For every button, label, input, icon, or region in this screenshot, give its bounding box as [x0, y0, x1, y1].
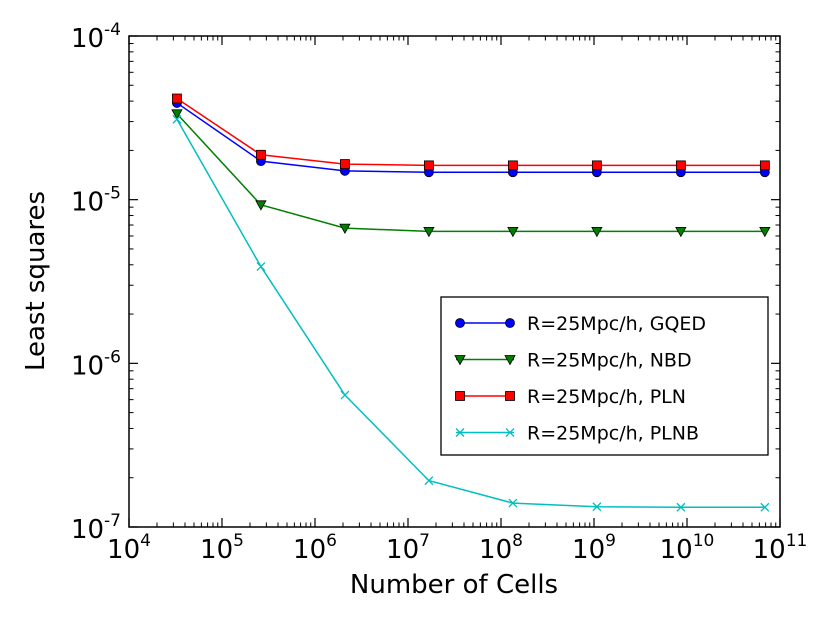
x-tick-exponent: 6 [326, 531, 337, 551]
x-tick-exponent: 5 [233, 531, 244, 551]
x-tick-base: 10 [753, 535, 786, 565]
x-tick-label: 1011 [753, 531, 808, 565]
x-tick-exponent: 9 [605, 531, 616, 551]
legend-marker [454, 355, 466, 366]
y-tick-label: 10-6 [71, 347, 121, 381]
x-tick-base: 10 [572, 535, 605, 565]
series-layer [171, 93, 771, 512]
x-tick-exponent: 10 [693, 531, 715, 551]
x-tick-base: 10 [293, 535, 326, 565]
data-point [255, 200, 267, 211]
data-point [591, 226, 603, 238]
legend-marker [505, 318, 515, 328]
series-3 [172, 114, 770, 512]
x-tick-exponent: 7 [419, 531, 430, 551]
series-2 [172, 93, 770, 171]
data-point [676, 502, 686, 512]
data-point [171, 109, 183, 120]
x-tick-label: 106 [293, 531, 337, 565]
y-tick-base: 10 [71, 188, 104, 218]
legend-marker [455, 318, 465, 328]
x-tick-label: 1010 [660, 531, 715, 565]
series-line [176, 97, 765, 167]
data-point [675, 160, 686, 171]
data-point [592, 502, 602, 512]
x-tick-base: 10 [200, 535, 233, 565]
series-line [176, 113, 765, 233]
y-tick-exponent: -4 [104, 20, 121, 40]
y-tick-label: 10-5 [71, 184, 121, 218]
x-tick-base: 10 [660, 535, 693, 565]
data-point [256, 149, 266, 160]
legend-marker [504, 355, 516, 366]
data-point [508, 498, 518, 508]
series-line [176, 118, 765, 509]
data-point [339, 223, 351, 234]
x-tick-label: 107 [386, 531, 430, 565]
legend: R=25Mpc/h, GQED R=25Mpc/h, NBD R=25Mpc/h, … [440, 296, 769, 456]
x-tick-label: 105 [200, 531, 244, 565]
data-point [172, 114, 182, 124]
x-tick-label: 108 [479, 531, 523, 565]
legend-marker [455, 391, 465, 401]
data-point [423, 226, 435, 238]
data-point [424, 476, 434, 486]
data-point [423, 160, 434, 171]
data-point [340, 159, 350, 169]
x-tick-base: 10 [479, 535, 512, 565]
y-tick-base: 10 [71, 24, 104, 54]
data-point [507, 226, 519, 238]
legend-entry: R=25Mpc/h, PLNB [455, 423, 699, 445]
plot-frame [128, 35, 781, 528]
legend-marker [455, 428, 465, 437]
data-point [507, 160, 518, 171]
x-axis-label: Number of Cells [350, 570, 558, 600]
y-tick-exponent: -7 [104, 511, 121, 531]
series-line [176, 102, 765, 174]
legend-label: R=25Mpc/h, PLNB [527, 423, 699, 445]
data-point [759, 226, 771, 238]
y-axis-label: Least squares [21, 191, 51, 371]
data-point [256, 262, 266, 272]
series-1 [171, 109, 771, 238]
data-point [675, 226, 687, 238]
y-tick-base: 10 [71, 351, 104, 381]
data-point [172, 93, 182, 104]
legend-label: R=25Mpc/h, GQED [527, 313, 706, 335]
x-tick-exponent: 4 [140, 531, 151, 551]
ticks-layer: 104 105 106 107 108 109 1010 101110-710-610-510… [71, 20, 807, 565]
y-tick-exponent: -5 [104, 184, 121, 204]
x-tick-base: 10 [107, 535, 140, 565]
y-tick-label: 10-7 [71, 511, 121, 545]
y-tick-exponent: -6 [104, 347, 121, 367]
legend-entry: R=25Mpc/h, PLN [455, 386, 686, 408]
data-point [760, 502, 770, 512]
legend-entry: R=25Mpc/h, NBD [454, 350, 692, 372]
data-point [591, 160, 602, 171]
y-tick-base: 10 [71, 515, 104, 545]
legend-label: R=25Mpc/h, NBD [527, 350, 692, 372]
y-tick-label: 10-4 [71, 20, 121, 54]
legend-label: R=25Mpc/h, PLN [527, 386, 686, 408]
x-tick-exponent: 8 [512, 531, 523, 551]
x-tick-label: 109 [572, 531, 616, 565]
legend-marker [505, 428, 515, 437]
data-point [759, 160, 770, 171]
legend-marker [505, 391, 515, 401]
legend-entry: R=25Mpc/h, GQED [455, 313, 706, 335]
x-tick-base: 10 [386, 535, 419, 565]
data-point [340, 390, 350, 400]
x-tick-exponent: 11 [786, 531, 808, 551]
x-tick-label: 104 [107, 531, 151, 565]
